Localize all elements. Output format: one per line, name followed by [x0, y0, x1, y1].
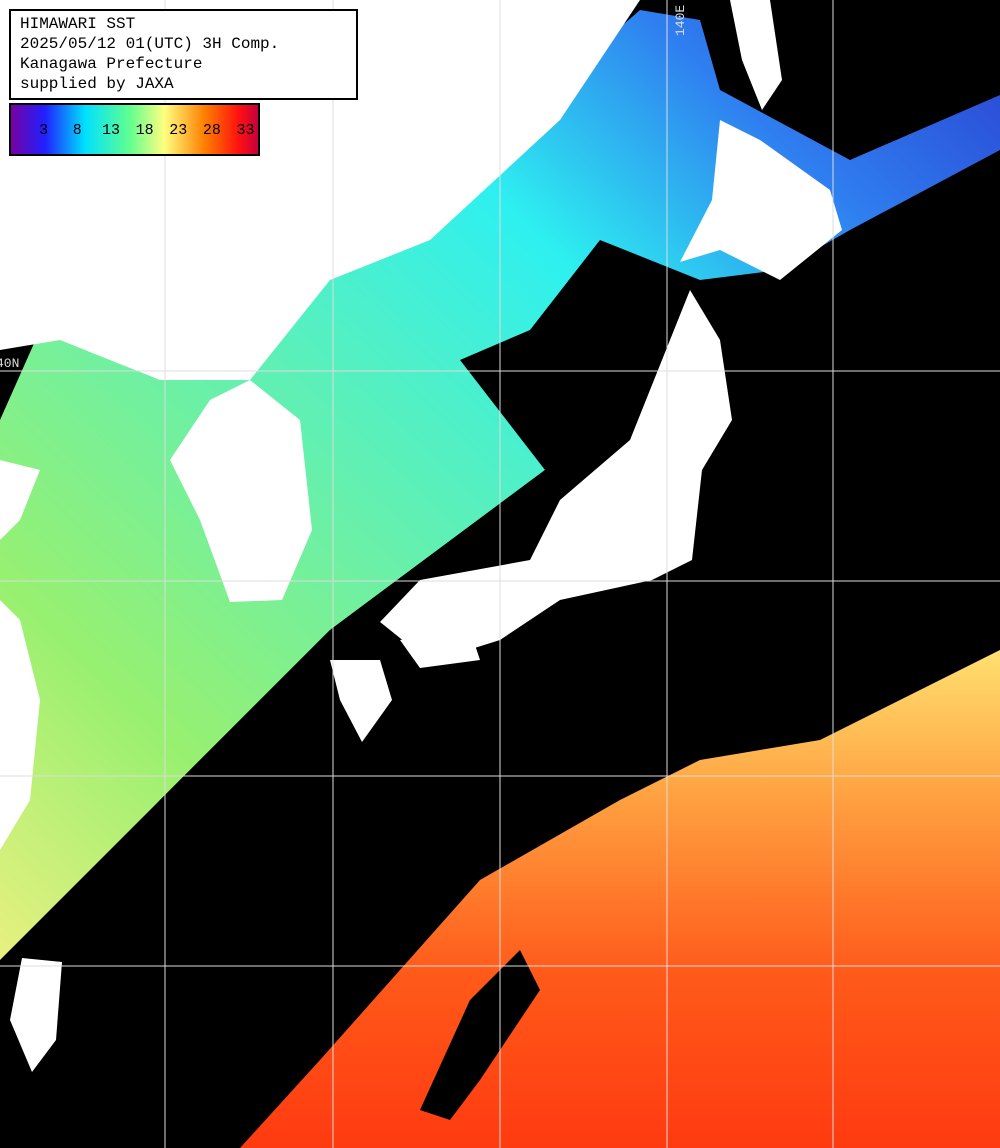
colorbar-tick-label: 33: [237, 122, 255, 139]
header: HIMAWARI SST 2025/05/12 01(UTC) 3H Comp. K…: [20, 15, 279, 93]
colorbar-tick-label: 3: [39, 122, 48, 139]
latitude-label: 40N: [0, 356, 19, 371]
hokkaido: [680, 120, 842, 280]
colorbar-tick-label: 13: [102, 122, 120, 139]
colorbar-tick-label: 18: [136, 122, 154, 139]
island: [398, 128, 428, 165]
longitude-label: 140E: [673, 5, 688, 36]
header-line: HIMAWARI SST: [20, 15, 135, 33]
cloud-patch: [420, 950, 540, 1120]
header-line: 2025/05/12 01(UTC) 3H Comp.: [20, 35, 279, 53]
cloud-streak: [0, 470, 555, 1000]
colorbar-tick-label: 23: [169, 122, 187, 139]
sakhalin: [730, 0, 782, 110]
china-coast: [0, 460, 40, 540]
header-line: supplied by JAXA: [20, 75, 174, 93]
colorbar-ticks: 3 8 13 18 23 28 33: [39, 122, 254, 139]
taiwan: [10, 958, 62, 1072]
kyushu: [330, 660, 392, 742]
honshu: [380, 290, 732, 662]
warm-sea-area: [240, 650, 1000, 1148]
header-line: Kanagawa Prefecture: [20, 55, 202, 73]
shikoku: [400, 630, 480, 668]
header-box: [9, 9, 358, 100]
colorbar-tick-label: 28: [203, 122, 221, 139]
china-coast-south: [0, 600, 40, 850]
colorbar: [9, 103, 260, 156]
korea: [170, 380, 312, 602]
colorbar-tick-label: 8: [73, 122, 82, 139]
